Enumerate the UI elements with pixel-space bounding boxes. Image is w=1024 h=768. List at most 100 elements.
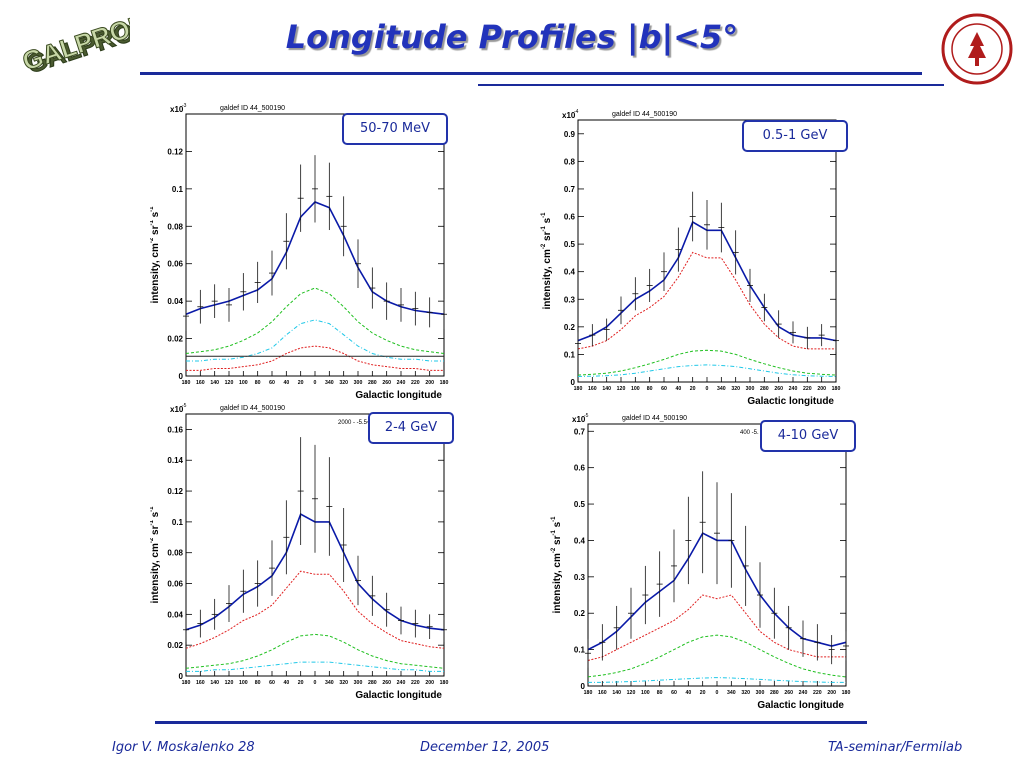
y-axis-label-part: sr bbox=[542, 231, 553, 243]
slide-title: Longitude Profiles |b|<5° bbox=[285, 18, 739, 56]
y-tick-label: 0.6 bbox=[574, 464, 586, 473]
x-axis-label: Galactic longitude bbox=[355, 390, 442, 401]
series-line-ics bbox=[185, 633, 445, 669]
x-tick-label: 200 bbox=[425, 380, 434, 386]
y-axis-label: intensity, cm-2 sr-1 s-1 bbox=[150, 506, 161, 604]
scale-label: x10 bbox=[562, 111, 576, 120]
x-tick-label: 280 bbox=[760, 386, 769, 392]
x-tick-label: 40 bbox=[283, 680, 289, 686]
y-tick-label: 0.06 bbox=[167, 260, 183, 269]
y-tick-label: 0 bbox=[571, 378, 576, 387]
stanford-seal-graphic bbox=[941, 13, 1013, 85]
plot-header: galdef ID 44_500190 bbox=[220, 105, 285, 112]
scale-label: x10 bbox=[170, 405, 184, 414]
x-tick-label: 280 bbox=[368, 380, 377, 386]
plot-header: galdef ID 44_500190 bbox=[612, 111, 677, 118]
x-tick-label: 180 bbox=[574, 386, 583, 392]
x-tick-label: 140 bbox=[210, 380, 219, 386]
y-tick-label: 0 bbox=[179, 372, 184, 381]
plot-panel-0.5-1gev: galdef ID 44_500190 x10 -4 0 0.1 0.2 0.3 0.4 0.5… bbox=[540, 108, 850, 412]
footer-rule bbox=[155, 721, 867, 724]
x-tick-label: 0 bbox=[716, 690, 719, 696]
series-line-pi0 bbox=[587, 594, 846, 661]
y-tick-label: 0.2 bbox=[574, 609, 586, 618]
y-tick-label: 0.5 bbox=[564, 240, 576, 249]
y-tick-label: 0.8 bbox=[564, 157, 576, 166]
x-tick-label: 280 bbox=[770, 690, 779, 696]
y-axis-label-superscript: -1 bbox=[551, 530, 557, 536]
y-tick-label: 0.7 bbox=[564, 185, 576, 194]
x-tick-label: 0 bbox=[706, 386, 709, 392]
y-axis-label-part: intensity, cm bbox=[150, 243, 161, 303]
x-tick-label: 260 bbox=[382, 680, 391, 686]
y-axis-label-superscript: -1 bbox=[150, 520, 155, 526]
y-axis-label-superscript: -2 bbox=[150, 537, 155, 543]
y-tick-label: 0.6 bbox=[564, 213, 576, 222]
y-tick-label: 0.3 bbox=[574, 573, 586, 582]
x-tick-label: 100 bbox=[631, 386, 640, 392]
y-tick-label: 0.2 bbox=[564, 323, 576, 332]
y-axis-label-part: s bbox=[552, 521, 563, 530]
x-tick-label: 140 bbox=[602, 386, 611, 392]
y-tick-label: 0.7 bbox=[574, 427, 586, 436]
x-tick-label: 200 bbox=[425, 680, 434, 686]
x-tick-label: 200 bbox=[817, 386, 826, 392]
title-underline-2 bbox=[478, 84, 944, 86]
series-line-ics bbox=[587, 634, 847, 678]
plot-0.5-1gev: galdef ID 44_500190 x10-4 0 0.1 0.2 0.3 0.4 0.5… bbox=[541, 109, 841, 407]
energy-label-0.5-1gev: 0.5-1 GeV bbox=[742, 120, 848, 152]
y-tick-label: 0.1 bbox=[574, 646, 586, 655]
y-axis-label-part: sr bbox=[552, 535, 563, 547]
y-axis-label: intensity, cm-2 sr-1 s-1 bbox=[551, 516, 563, 614]
x-tick-label: 0 bbox=[314, 380, 317, 386]
y-axis-label-part: intensity, cm bbox=[150, 543, 161, 603]
plot-frame bbox=[577, 119, 837, 383]
scale-exponent: -3 bbox=[182, 103, 187, 109]
x-tick-label: 40 bbox=[675, 386, 681, 392]
x-tick-label: 100 bbox=[641, 690, 650, 696]
series-line-bremss bbox=[577, 364, 837, 377]
x-tick-label: 100 bbox=[239, 680, 248, 686]
x-tick-label: 260 bbox=[382, 380, 391, 386]
plot-panel-4-10gev: galdef ID 44_500190 x10 -5 400 -5. 0 0.1 0.2 0.… bbox=[550, 410, 860, 714]
y-tick-label: 0.04 bbox=[167, 610, 183, 619]
y-tick-label: 0.08 bbox=[167, 222, 183, 231]
plot-panel-50-70mev: galdef ID 44_500190 x10 -3 0 0.02 0.04 0.06 0.0… bbox=[149, 102, 460, 402]
x-tick-label: 180 bbox=[832, 386, 841, 392]
y-tick-label: 0.4 bbox=[574, 536, 586, 545]
y-axis-label-part: intensity, cm bbox=[542, 249, 553, 309]
y-axis-label-part: s bbox=[542, 217, 553, 226]
y-tick-label: 0.1 bbox=[172, 185, 184, 194]
y-axis-label-part: sr bbox=[150, 225, 161, 237]
plot-2-4gev: galdef ID 44_500190 x10-5 2000 - -5.5< 0 0.0… bbox=[149, 403, 448, 701]
x-tick-label: 220 bbox=[411, 380, 420, 386]
series-line-bremss bbox=[186, 319, 444, 362]
x-tick-label: 60 bbox=[269, 380, 275, 386]
x-tick-label: 100 bbox=[239, 380, 248, 386]
series-line-ics bbox=[577, 349, 837, 376]
x-tick-label: 40 bbox=[685, 690, 691, 696]
x-tick-label: 120 bbox=[225, 680, 234, 686]
x-tick-label: 320 bbox=[339, 680, 348, 686]
x-tick-label: 160 bbox=[196, 380, 205, 386]
y-axis-label-superscript: -1 bbox=[150, 206, 155, 212]
x-tick-label: 180 bbox=[842, 690, 851, 696]
footer-date: December 12, 2005 bbox=[420, 740, 550, 755]
y-tick-label: 0.02 bbox=[167, 641, 183, 650]
y-axis-label-superscript: -1 bbox=[541, 212, 547, 218]
x-tick-label: 300 bbox=[746, 386, 755, 392]
energy-label-2-4gev: 2-4 GeV bbox=[368, 412, 454, 444]
y-tick-label: 0.16 bbox=[167, 425, 183, 434]
x-axis-label: Galactic longitude bbox=[747, 396, 834, 407]
energy-label-4-10gev: 4-10 GeV bbox=[760, 420, 856, 452]
x-tick-label: 240 bbox=[397, 380, 406, 386]
x-tick-label: 300 bbox=[756, 690, 765, 696]
y-axis-label-superscript: -2 bbox=[150, 237, 155, 243]
y-tick-label: 0.3 bbox=[564, 295, 576, 304]
x-tick-label: 160 bbox=[196, 680, 205, 686]
x-tick-label: 180 bbox=[182, 680, 191, 686]
plot-annotation: 400 -5. bbox=[740, 430, 759, 436]
x-tick-label: 120 bbox=[627, 690, 636, 696]
y-tick-label: 0 bbox=[581, 682, 586, 691]
y-tick-label: 0.4 bbox=[564, 268, 576, 277]
